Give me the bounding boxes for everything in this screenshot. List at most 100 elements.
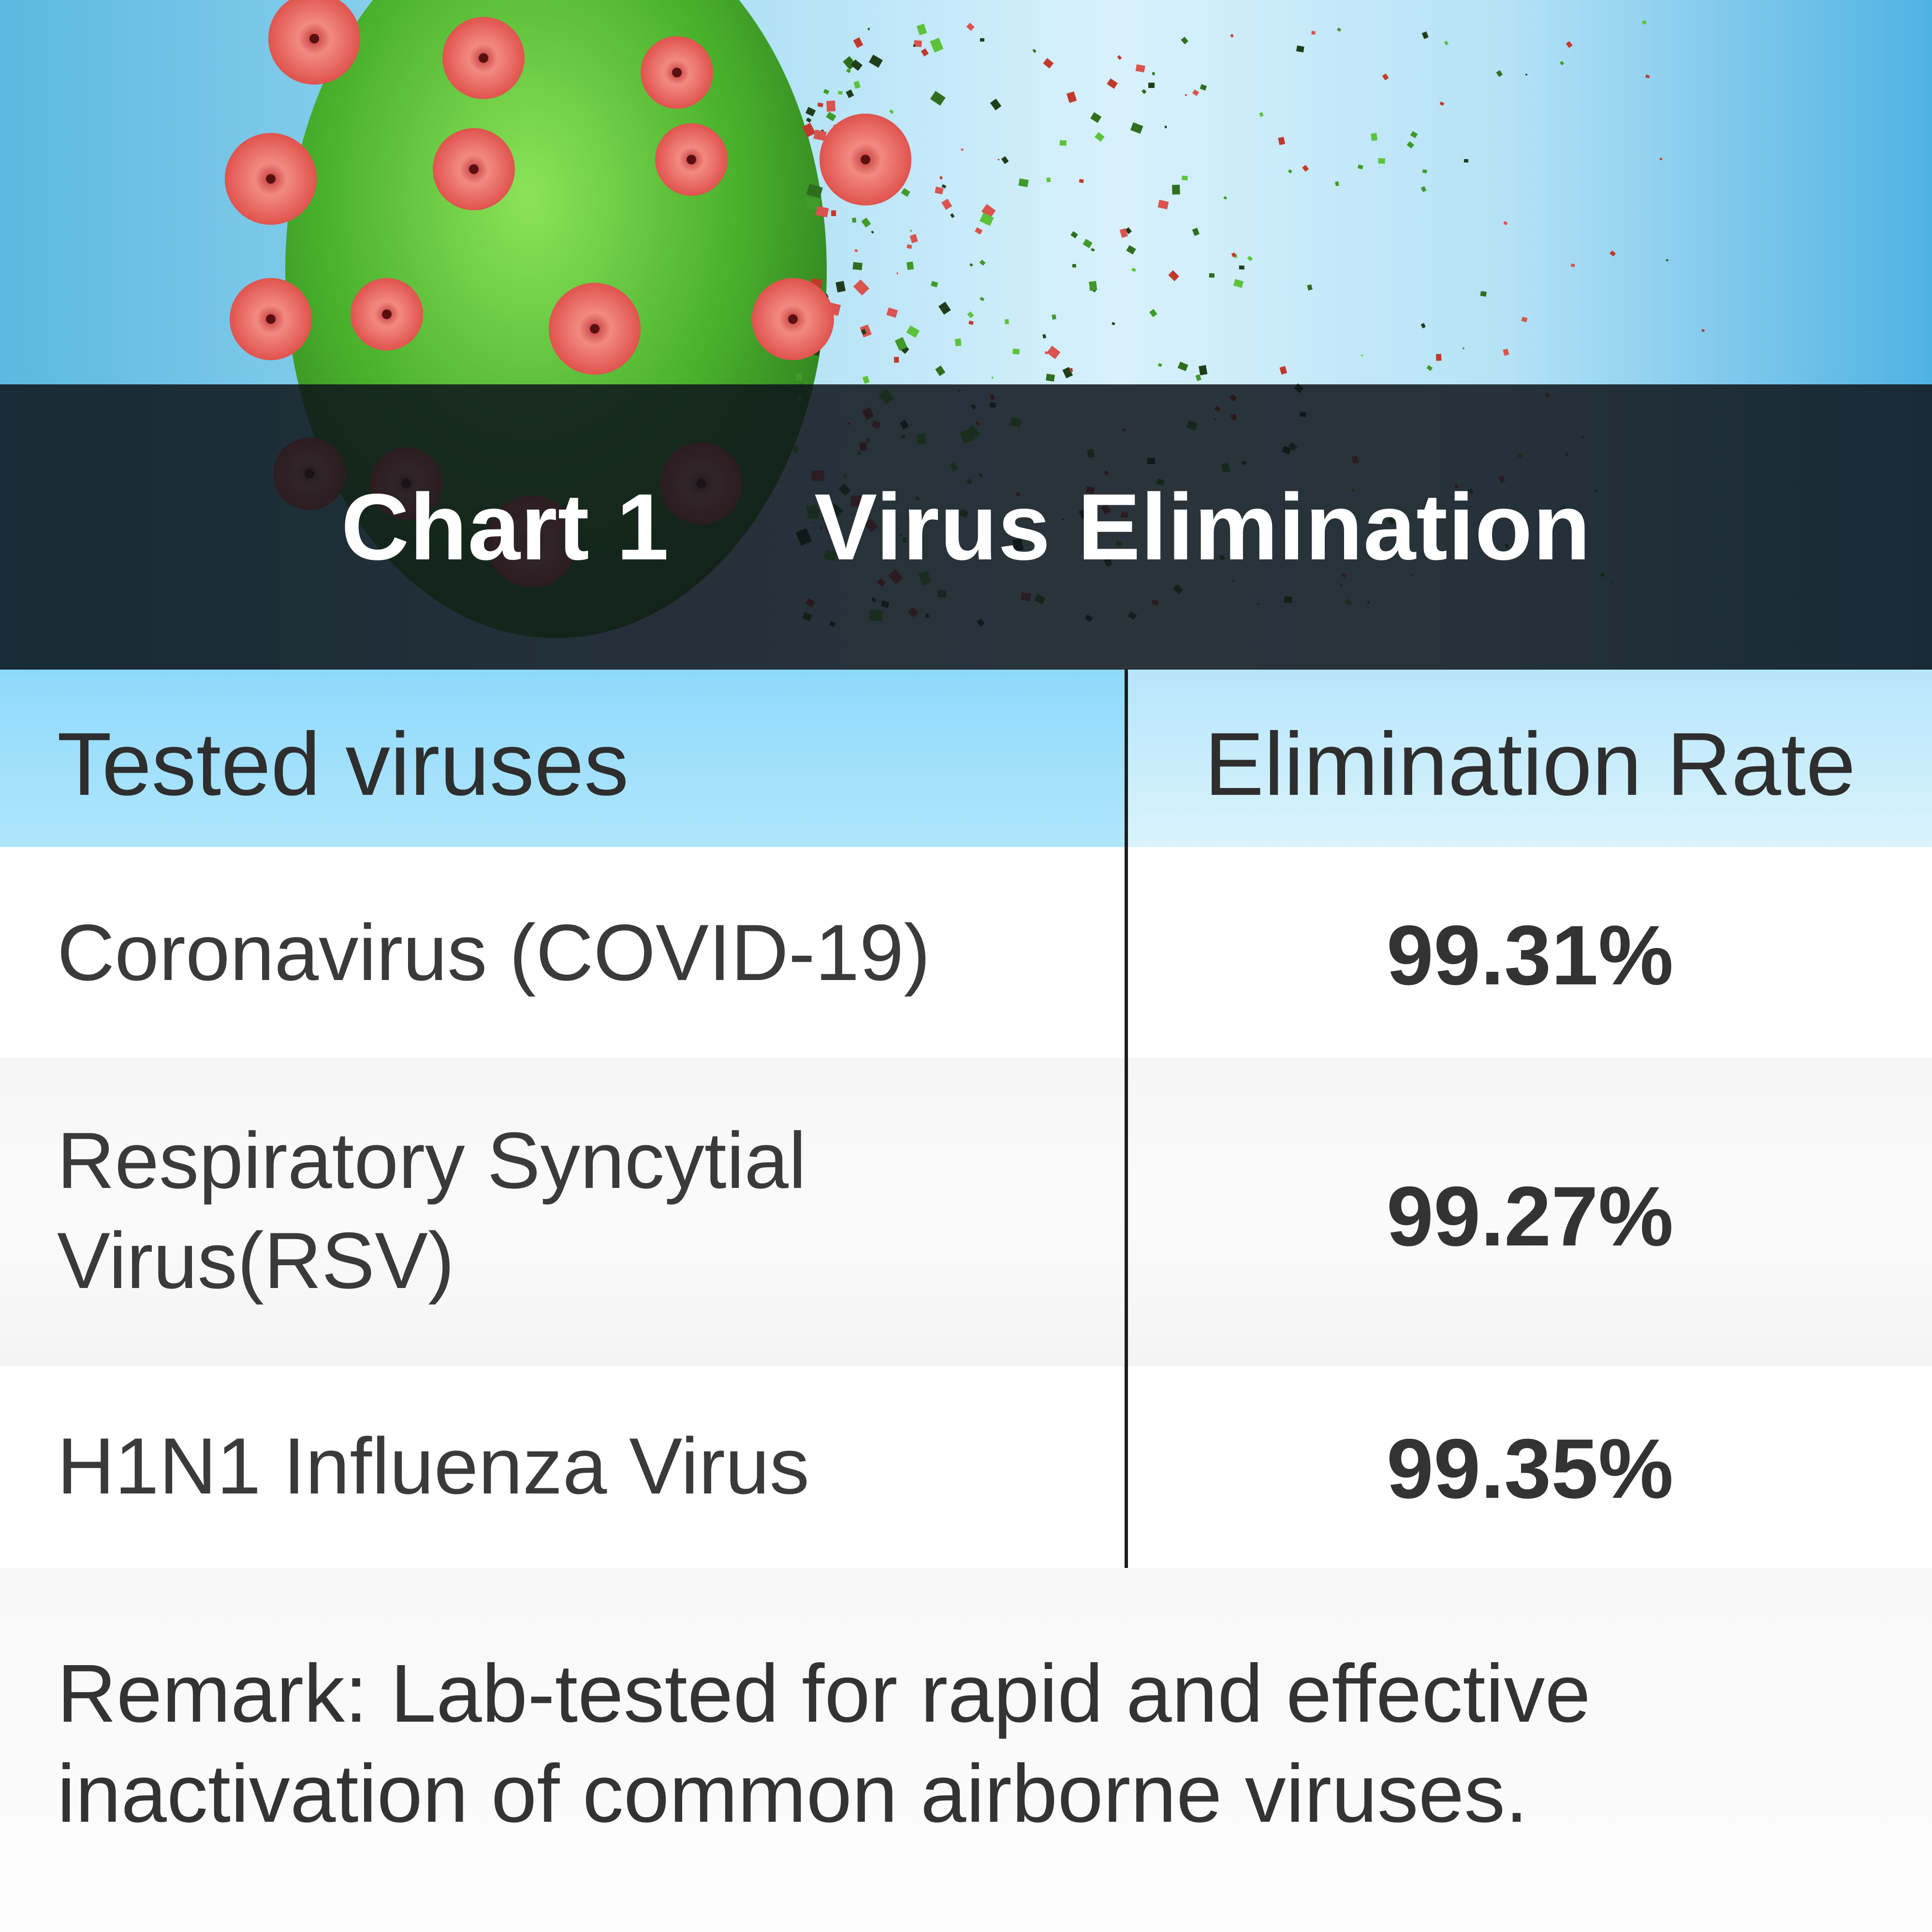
virus-particle	[1223, 196, 1227, 200]
virus-particle	[941, 184, 947, 189]
virus-particle	[1046, 345, 1061, 359]
virus-particle	[816, 206, 829, 218]
chart-title: Chart 1 Virus Elimination	[0, 384, 1932, 670]
virus-particle	[1018, 178, 1029, 188]
virus-particle	[1278, 137, 1286, 146]
table-header-right	[1128, 670, 1932, 847]
virus-particle	[1426, 365, 1433, 371]
virus-particle	[1131, 268, 1136, 272]
virus-particle	[1496, 70, 1503, 77]
virus-spike-icon	[442, 17, 525, 99]
virus-particle	[1185, 94, 1187, 96]
virus-particle	[1525, 73, 1528, 76]
virus-particle	[1382, 73, 1389, 81]
virus-particle	[1361, 354, 1363, 357]
virus-particle	[1410, 131, 1418, 138]
virus-particle	[1279, 366, 1288, 375]
virus-particle	[1089, 280, 1098, 291]
virus-particle	[846, 68, 851, 73]
virus-particle	[1126, 245, 1136, 255]
virus-particle	[861, 329, 867, 335]
virus-particle	[1181, 176, 1188, 181]
virus-particle	[1259, 112, 1264, 117]
virus-particle	[1177, 361, 1188, 371]
virus-particle	[797, 202, 804, 209]
virus-particle	[938, 302, 951, 315]
virus-spike-icon	[655, 123, 728, 196]
virus-particle	[1119, 228, 1128, 238]
virus-particle	[1125, 227, 1132, 234]
virus-particle	[831, 210, 836, 217]
virus-particle	[826, 100, 836, 112]
virus-particle	[1192, 228, 1200, 236]
virus-particle	[894, 357, 899, 363]
virus-particle	[1666, 259, 1669, 262]
virus-particle	[1570, 263, 1575, 267]
virus-particle	[1311, 30, 1316, 35]
virus-particle	[997, 159, 1000, 161]
virus-particle	[1046, 374, 1055, 382]
remark-line-1: Remark: Lab-tested for rapid and effecti…	[57, 1648, 1591, 1740]
virus-particle	[1420, 186, 1427, 192]
virus-particle	[1148, 83, 1155, 88]
virus-particle	[853, 81, 861, 89]
virus-spike-icon	[230, 278, 312, 360]
virus-particle	[1069, 368, 1073, 372]
virus-particle	[1230, 33, 1234, 38]
virus-particle	[921, 48, 929, 57]
virus-particle	[852, 217, 857, 223]
virus-particle	[1107, 78, 1118, 89]
virus-particle	[886, 307, 898, 318]
virus-particle	[1439, 102, 1445, 106]
virus-particle	[1165, 126, 1167, 129]
virus-particle	[1070, 231, 1078, 239]
virus-particle	[1610, 250, 1616, 257]
virus-particle	[1462, 347, 1465, 350]
virus-particle	[1480, 291, 1487, 297]
virus-particle	[980, 38, 984, 42]
virus-particle	[1005, 319, 1010, 324]
virus-particle	[1083, 239, 1093, 249]
virus-particle	[1168, 270, 1179, 281]
virus-particle	[1444, 41, 1449, 45]
virus-particle	[826, 112, 836, 121]
virus-particle	[906, 325, 920, 338]
column-header-rate: Elimination Rate	[1204, 715, 1856, 814]
virus-particle	[1090, 112, 1102, 123]
virus-particle	[796, 373, 802, 381]
virus-particle	[955, 338, 962, 347]
virus-particle	[1130, 122, 1143, 134]
virus-particle	[1059, 140, 1067, 146]
virus-name-h1n1: H1N1 Influenza Virus	[57, 1421, 810, 1510]
virus-particle	[1012, 349, 1020, 354]
virus-particle	[1335, 181, 1339, 187]
virus-particle	[966, 22, 975, 31]
virus-particle	[1422, 169, 1427, 174]
virus-particle	[935, 366, 946, 376]
virus-particle	[1152, 72, 1155, 75]
virus-particle	[930, 91, 946, 106]
virus-particle	[992, 377, 994, 379]
virus-particle	[1094, 132, 1105, 142]
table-row	[0, 1058, 1932, 1366]
virus-particle	[817, 102, 823, 107]
chart-title-number: Chart 1	[341, 474, 670, 580]
virus-particle	[1521, 317, 1528, 322]
virus-particle	[907, 262, 914, 270]
virus-particle	[969, 263, 973, 267]
virus-particle	[867, 28, 870, 31]
virus-particle	[1199, 365, 1208, 376]
virus-particle	[1337, 27, 1342, 32]
virus-particle	[853, 279, 870, 296]
virus-particle	[1001, 156, 1009, 164]
virus-particle	[1042, 334, 1046, 339]
virus-particle	[1302, 164, 1309, 172]
column-divider	[1125, 670, 1128, 1568]
virus-particle	[1503, 221, 1508, 226]
virus-spike-icon	[641, 36, 713, 109]
virus-particle	[1172, 184, 1180, 195]
virus-particle	[981, 204, 996, 218]
virus-particle	[931, 281, 938, 288]
virus-particle	[1052, 314, 1056, 320]
remark-line-2: inactivation of common airborne viruses.	[57, 1748, 1528, 1840]
